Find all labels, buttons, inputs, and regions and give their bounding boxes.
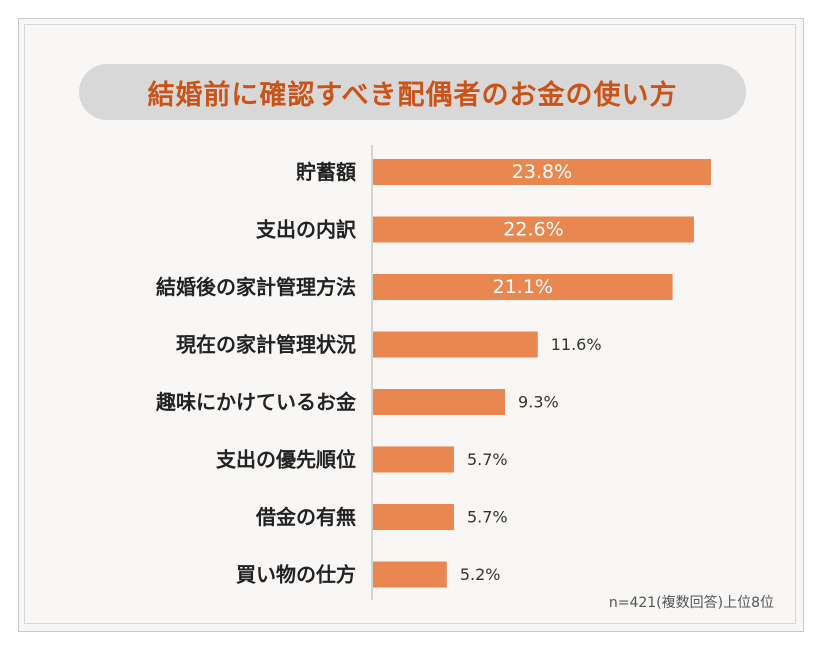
value-label: 5.7% [467, 508, 508, 527]
value-label: 22.6% [503, 219, 563, 241]
bar [373, 389, 506, 415]
category-label: 貯蓄額 [296, 160, 356, 184]
bar [373, 504, 454, 530]
category-label: 借金の有無 [255, 505, 356, 529]
bar [373, 561, 447, 588]
value-label: 11.6% [551, 335, 602, 354]
value-label: 21.1% [493, 276, 553, 298]
bar [373, 331, 538, 358]
category-label: 趣味にかけているお金 [155, 390, 357, 414]
value-label: 5.2% [460, 565, 501, 584]
sample-size-note: n=421(複数回答)上位8位 [608, 595, 774, 611]
bar [373, 159, 711, 185]
bar [373, 216, 694, 243]
category-label: 現在の家計管理状況 [176, 333, 356, 357]
title-banner: 結婚前に確認すべき配偶者のお金の使い方 [79, 64, 746, 120]
chart-title: 結婚前に確認すべき配偶者のお金の使い方 [147, 79, 678, 111]
category-label: 支出の内訳 [256, 218, 357, 242]
category-label: 支出の優先順位 [216, 448, 356, 472]
value-label: 23.8% [512, 161, 572, 183]
bar [373, 274, 673, 300]
category-label: 買い物の仕方 [236, 563, 356, 587]
category-label: 結婚後の家計管理方法 [156, 275, 356, 299]
value-label: 5.7% [467, 450, 508, 469]
value-label: 9.3% [518, 393, 559, 412]
bar [373, 446, 454, 473]
chart-border [24, 24, 796, 624]
